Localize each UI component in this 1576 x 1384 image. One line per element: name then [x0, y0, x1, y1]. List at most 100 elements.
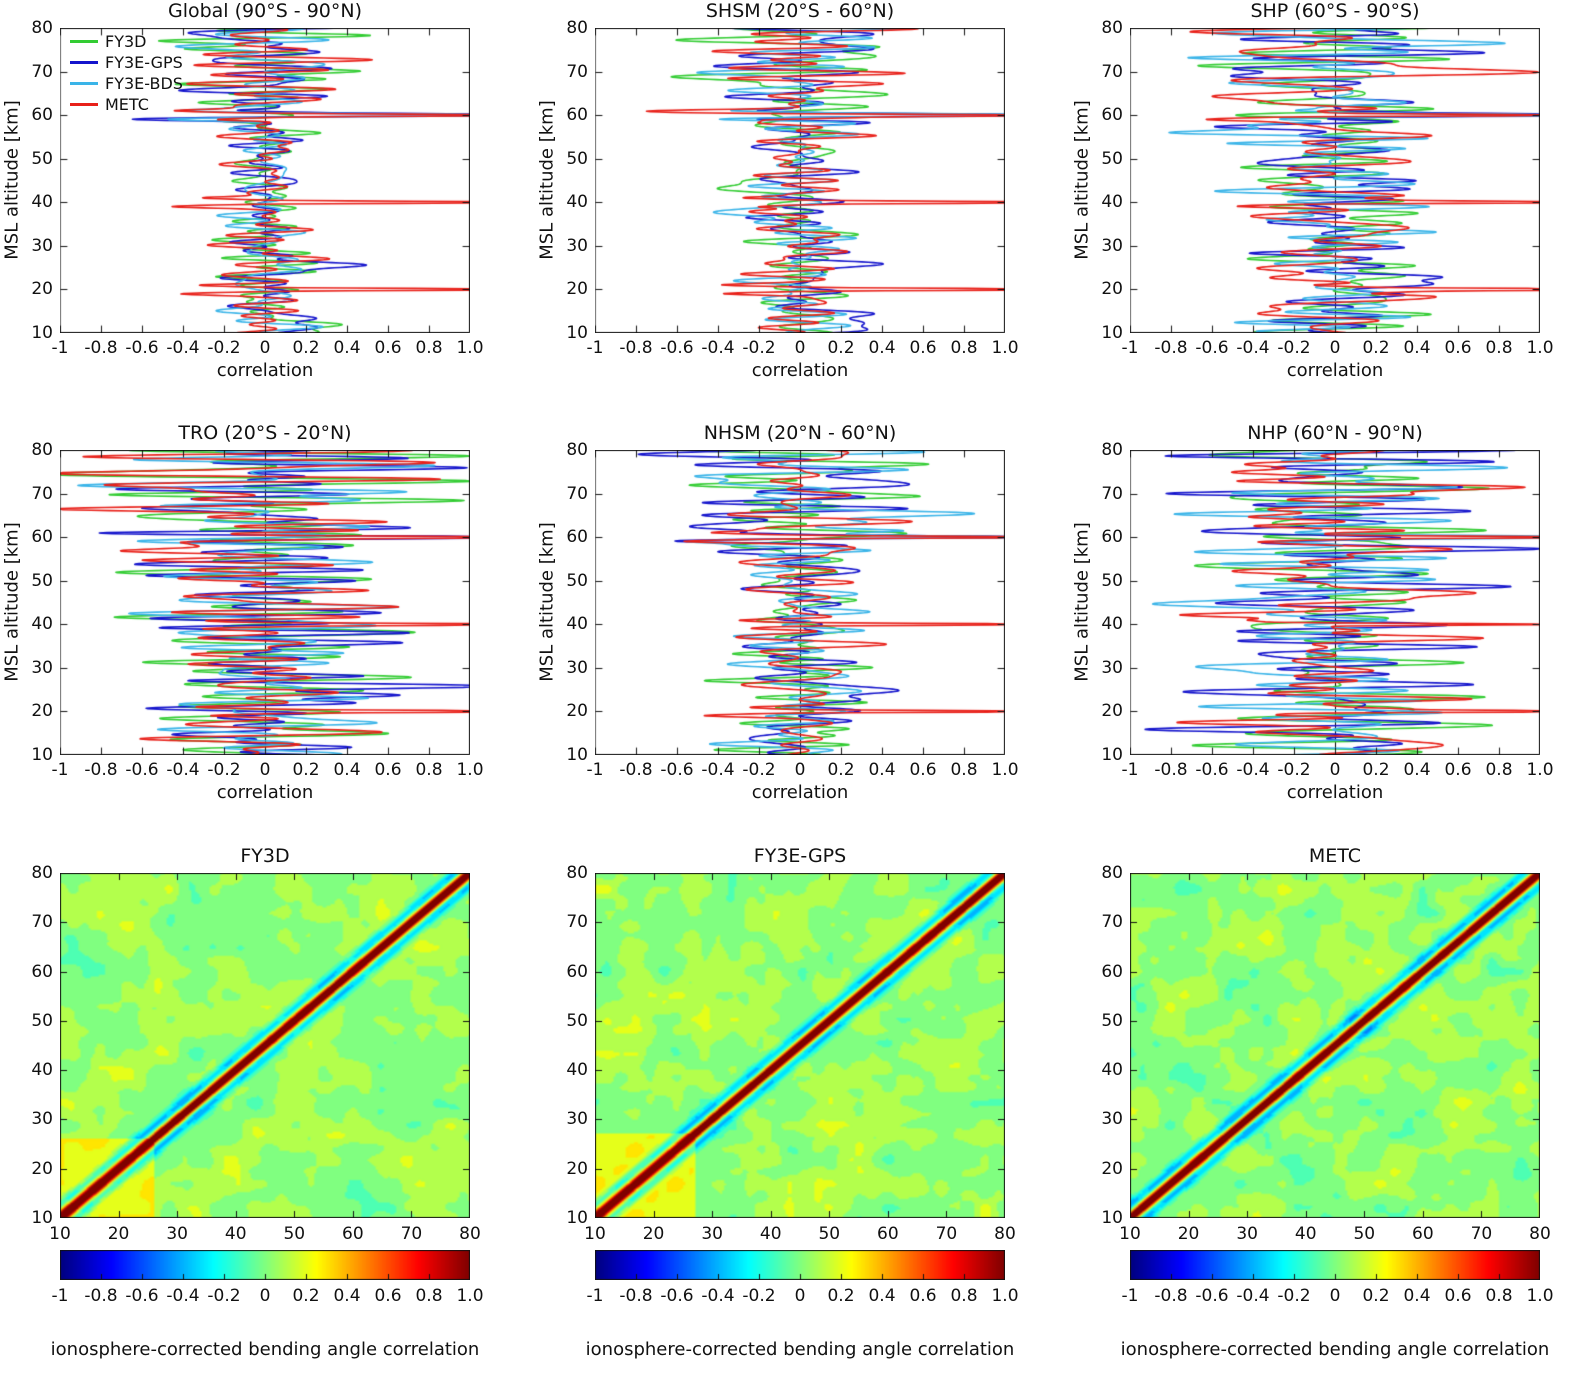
- x-tick-label: 0: [794, 338, 806, 358]
- x-tick-label: 50: [283, 1224, 306, 1244]
- y-tick-label: 60: [566, 961, 588, 982]
- x-tick-label: 0.4: [868, 338, 896, 358]
- y-tick-label: 60: [1101, 105, 1123, 126]
- x-axis-label: correlation: [751, 782, 849, 803]
- x-tick-label: -1: [586, 760, 604, 780]
- x-tick-label: -0.6: [660, 338, 694, 358]
- x-tick-label: 0.4: [1403, 338, 1431, 358]
- y-tick-label: 30: [566, 235, 588, 256]
- y-tick-label: 80: [566, 863, 588, 883]
- y-tick-label: 20: [1101, 279, 1123, 300]
- colorbar-tick-label: 0.4: [868, 1286, 896, 1306]
- x-tick-label: 60: [1412, 1224, 1434, 1244]
- colorbar-tick-label: -0.8: [1154, 1286, 1188, 1306]
- colorbar-tick-label: -1: [1121, 1286, 1139, 1306]
- y-tick-label: 20: [1101, 1158, 1123, 1179]
- x-tick-label: -0.4: [701, 338, 735, 358]
- y-tick-label: 70: [1101, 61, 1123, 82]
- y-tick-label: 50: [1101, 570, 1123, 591]
- panel-heatmap-fy3e-gps: FY3E-GPS ionosphere-corrected bending an…: [535, 845, 1065, 1384]
- x-tick-label: 0.2: [292, 760, 320, 780]
- y-tick-label: 40: [31, 1060, 53, 1081]
- colorbar-label: ionosphere-corrected bending angle corre…: [585, 1339, 1015, 1360]
- x-tick-label: -0.4: [166, 338, 200, 358]
- colorbar-tick-label: -0.8: [619, 1286, 653, 1306]
- x-tick-label: 0.6: [374, 338, 402, 358]
- y-tick-label: 50: [1101, 1010, 1123, 1031]
- x-tick-label: -1: [586, 338, 604, 358]
- x-tick-label: 0.6: [374, 760, 402, 780]
- x-tick-label: -0.8: [1154, 338, 1188, 358]
- panel-title: FY3D: [240, 845, 290, 867]
- colorbar-tick-label: 0.8: [1485, 1286, 1513, 1306]
- x-tick-label: 0.6: [909, 760, 937, 780]
- panel-global: Global (90°S - 90°N) MSL altitude [km] F…: [0, 0, 530, 422]
- y-tick-label: 30: [1101, 235, 1123, 256]
- y-tick-label: 50: [31, 570, 53, 591]
- panel-title: FY3E-GPS: [753, 845, 847, 867]
- x-tick-label: 50: [1353, 1224, 1376, 1244]
- colorbar: [595, 1250, 1005, 1280]
- x-axis-label: correlation: [1286, 782, 1384, 803]
- y-tick-label: 80: [31, 440, 53, 460]
- x-tick-label: 10: [584, 1224, 606, 1244]
- x-tick-label: 0: [259, 338, 271, 358]
- x-tick-label: 0.2: [292, 338, 320, 358]
- x-tick-label: 60: [877, 1224, 899, 1244]
- colorbar-tick-label: 0.6: [1444, 1286, 1472, 1306]
- x-tick-label: -0.6: [1195, 338, 1229, 358]
- panel-shp: SHP (60°S - 90°S) MSL altitude [km] corr…: [1070, 0, 1576, 422]
- y-tick-label: 30: [31, 657, 53, 678]
- y-tick-label: 10: [566, 1208, 588, 1228]
- y-tick-label: 60: [31, 105, 53, 126]
- colorbar-tick-label: -0.6: [1195, 1286, 1229, 1306]
- x-tick-label: 0.4: [868, 760, 896, 780]
- y-tick-label: 80: [31, 863, 53, 883]
- panel-title: NHSM (20°N - 60°N): [703, 422, 897, 444]
- y-tick-label: 50: [566, 1010, 588, 1031]
- x-tick-label: 10: [1119, 1224, 1141, 1244]
- x-tick-label: -0.6: [1195, 760, 1229, 780]
- x-tick-label: 0.8: [415, 338, 443, 358]
- y-tick-label: 10: [1101, 323, 1123, 343]
- y-tick-label: 40: [566, 1060, 588, 1081]
- colorbar-tick-label: 0.2: [292, 1286, 320, 1306]
- x-axis-label: correlation: [751, 360, 849, 381]
- y-tick-label: 80: [1101, 863, 1123, 883]
- x-tick-label: 80: [1529, 1224, 1551, 1244]
- y-tick-label: 20: [31, 279, 53, 300]
- panel-heatmap-metc: METC ionosphere-corrected bending angle …: [1070, 845, 1576, 1384]
- x-tick-label: 40: [224, 1224, 247, 1244]
- x-tick-label: 0: [794, 760, 806, 780]
- y-tick-label: 40: [1101, 1060, 1123, 1081]
- x-tick-label: 0.2: [1362, 760, 1390, 780]
- correlation-matrix-heatmap: [1130, 873, 1540, 1218]
- y-axis-label: MSL altitude [km]: [1071, 100, 1093, 260]
- colorbar-tick-label: 0.6: [374, 1286, 402, 1306]
- y-tick-label: 20: [566, 1158, 588, 1179]
- y-tick-label: 20: [31, 701, 53, 722]
- x-axis-label: correlation: [216, 782, 314, 803]
- x-tick-label: -0.6: [125, 338, 159, 358]
- y-tick-label: 50: [31, 148, 53, 169]
- panel-nhsm: NHSM (20°N - 60°N) MSL altitude [km] cor…: [535, 422, 1065, 844]
- y-axis-label: MSL altitude [km]: [1, 522, 23, 682]
- correlation-profile-plot: [60, 28, 470, 333]
- correlation-profile-plot: [1130, 450, 1540, 755]
- correlation-profile-plot: [60, 450, 470, 755]
- x-tick-label: -0.8: [84, 760, 118, 780]
- y-tick-label: 60: [31, 527, 53, 548]
- x-tick-label: 0.2: [827, 338, 855, 358]
- x-tick-label: 0.8: [950, 760, 978, 780]
- colorbar-tick-label: 0: [259, 1286, 271, 1306]
- legend-line-swatch: [70, 82, 98, 85]
- x-tick-label: -0.2: [207, 338, 241, 358]
- x-tick-label: 0.8: [1485, 338, 1513, 358]
- legend-label: METC: [105, 95, 149, 114]
- x-tick-label: 40: [1294, 1224, 1317, 1244]
- y-tick-label: 40: [1101, 614, 1123, 635]
- x-tick-label: 50: [818, 1224, 841, 1244]
- x-tick-label: -0.6: [660, 760, 694, 780]
- y-tick-label: 70: [31, 483, 53, 504]
